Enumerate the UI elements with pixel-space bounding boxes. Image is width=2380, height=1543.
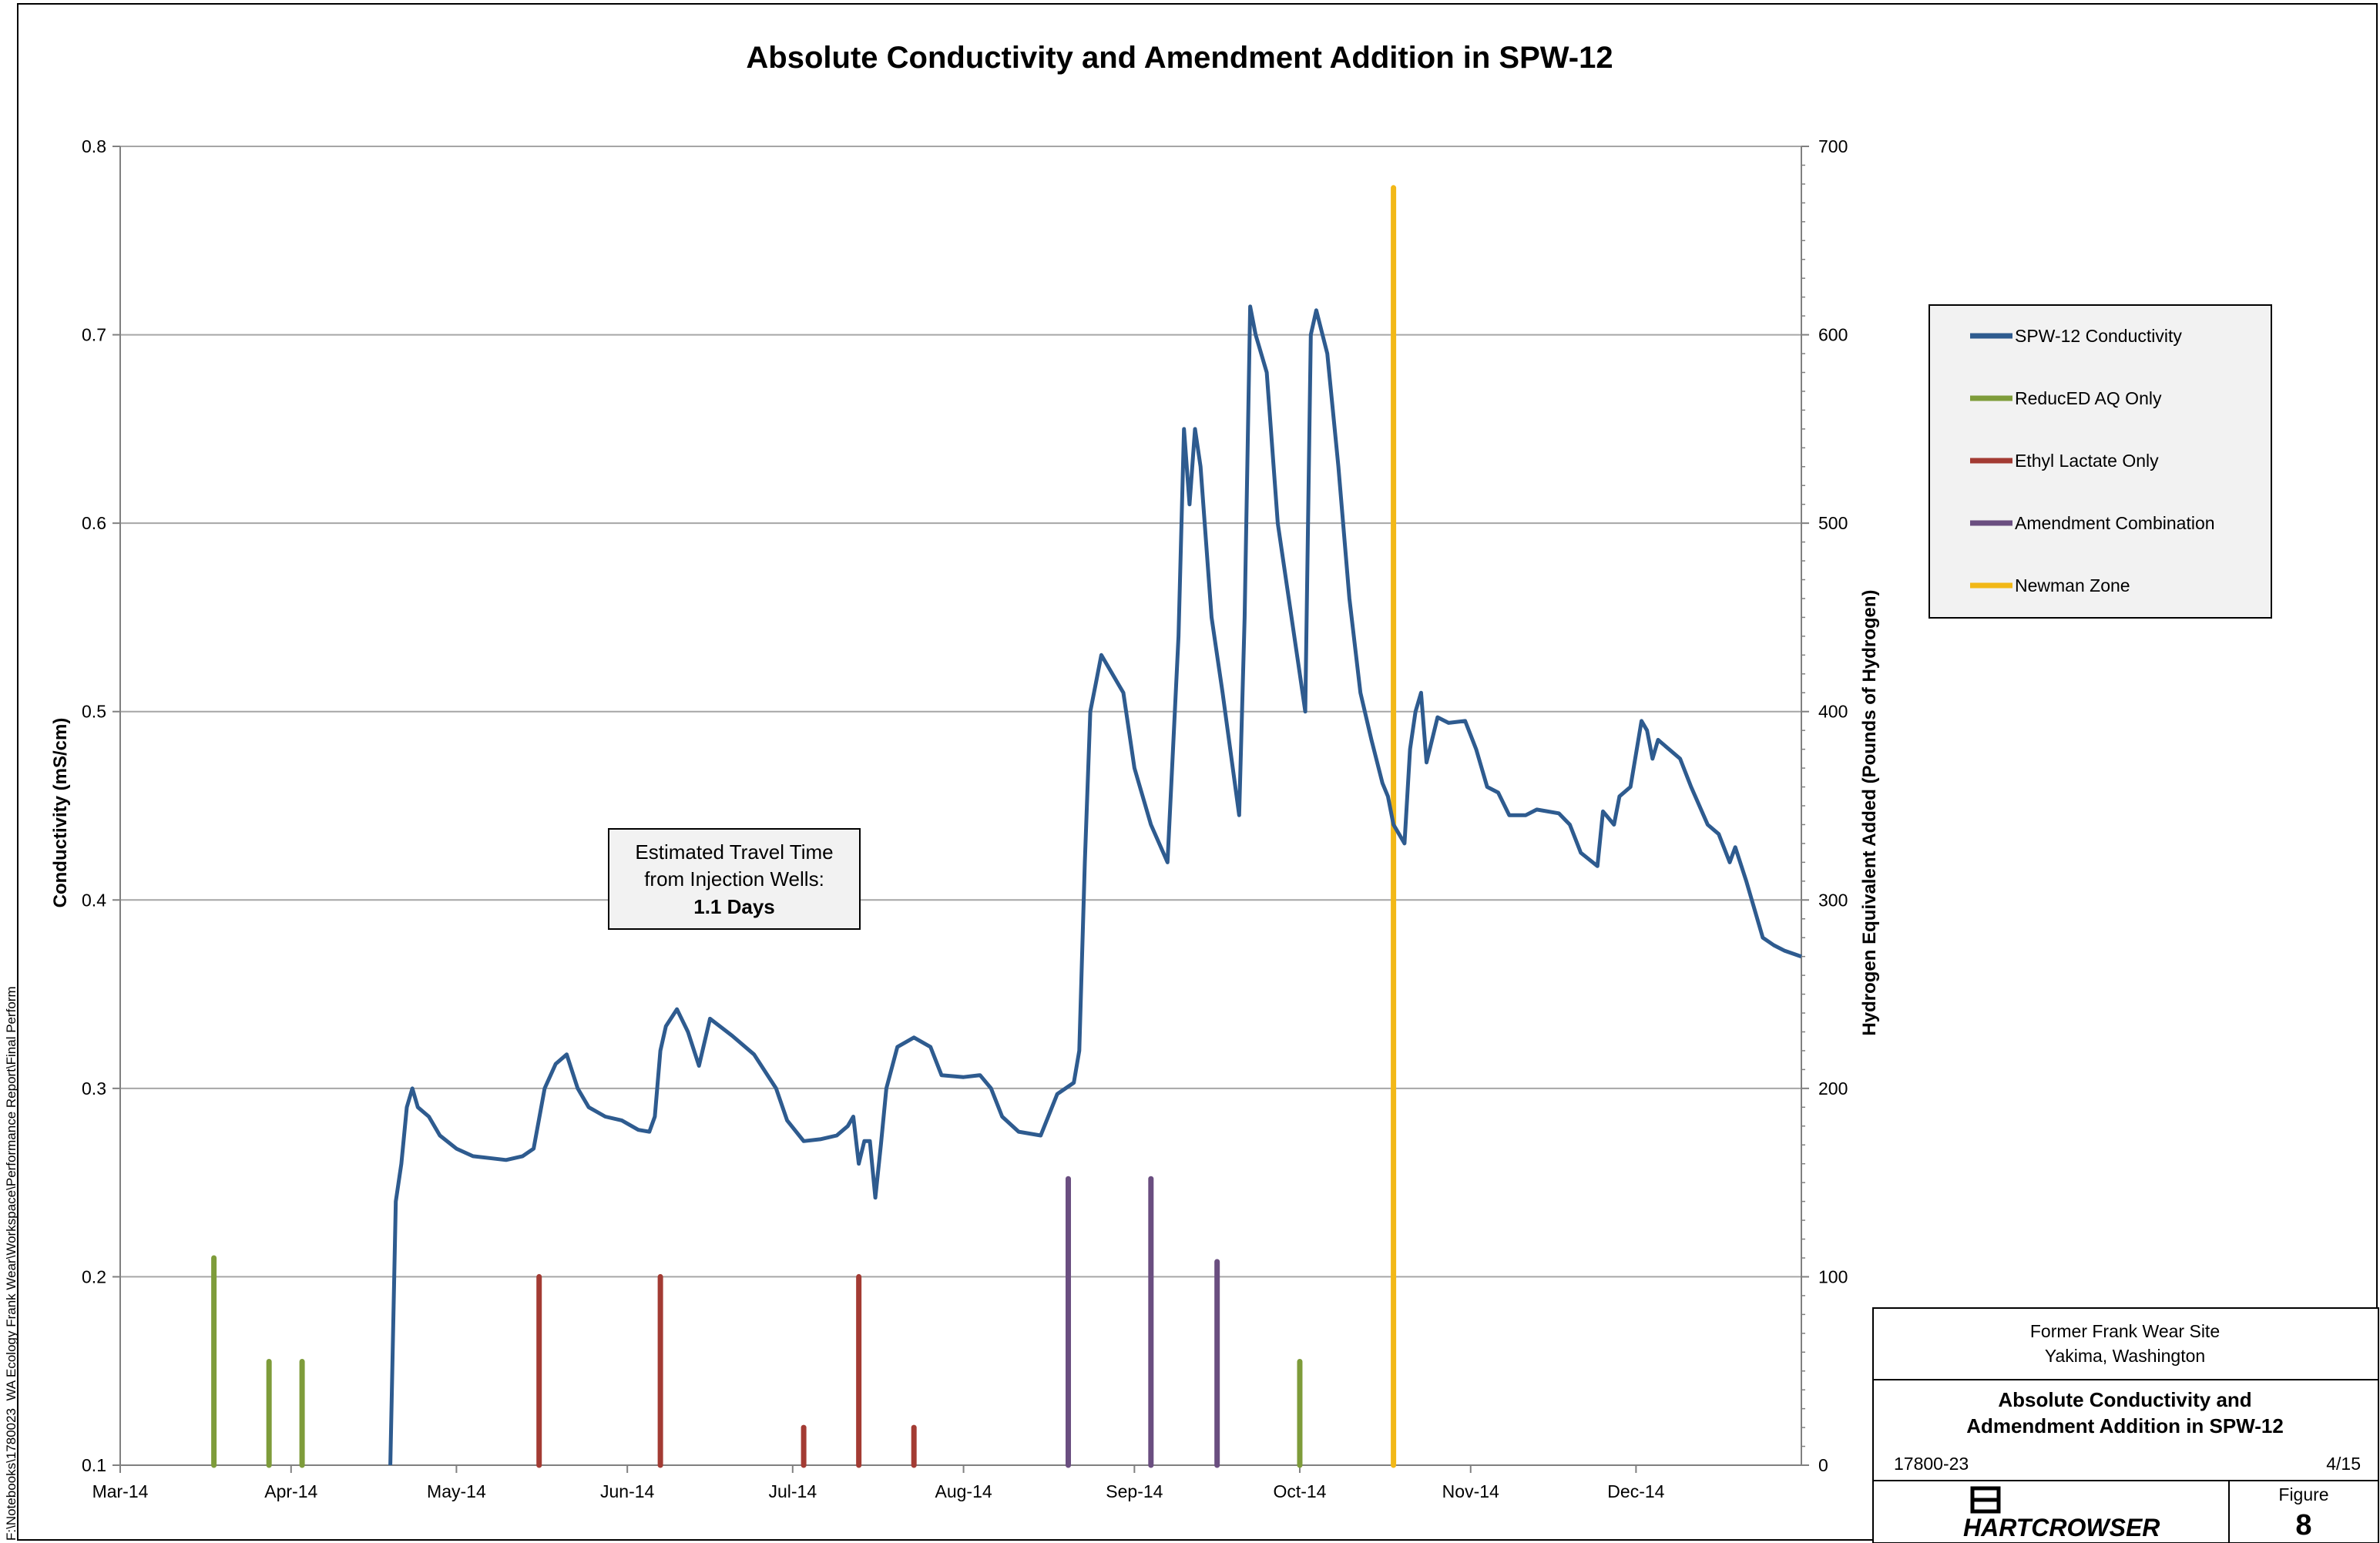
legend: SPW-12 Conductivity ReducED AQ Only Ethyl … bbox=[1929, 304, 2272, 619]
legend-label: Amendment Combination bbox=[2015, 513, 2215, 533]
y-tick-label: 0.3 bbox=[82, 1078, 106, 1099]
note-line-3: 1.1 Days bbox=[693, 895, 775, 918]
note-line-2: from Injection Wells: bbox=[644, 867, 824, 891]
y-tick-label: 0.7 bbox=[82, 325, 106, 345]
y2-tick-label: 500 bbox=[1818, 513, 1848, 533]
x-tick-label: Jul-14 bbox=[768, 1481, 817, 1501]
x-tick-label: Dec-14 bbox=[1607, 1481, 1664, 1501]
x-tick-label: Aug-14 bbox=[935, 1481, 992, 1501]
figure-label: Figure bbox=[2278, 1484, 2328, 1504]
hartcrowser-logo: HARTCROWSER bbox=[1963, 1486, 2160, 1541]
x-tick-label: May-14 bbox=[427, 1481, 486, 1501]
gridlines bbox=[120, 146, 1801, 1278]
note-line-1: Estimated Travel Time bbox=[635, 840, 833, 864]
title-block-frame bbox=[1872, 1307, 2379, 1543]
y2-tick-label: 0 bbox=[1818, 1455, 1828, 1475]
y2-tick-label: 100 bbox=[1818, 1266, 1848, 1286]
x-tick-label: Jun-14 bbox=[600, 1481, 655, 1501]
conductivity-series bbox=[388, 304, 1802, 1466]
figure-title-line-1: Absolute Conductivity and bbox=[1998, 1388, 2251, 1411]
tick-labels: 0.1 0.2 0.3 0.4 0.5 0.6 0.7 0.8 0 100 200 300 400 500… bbox=[82, 136, 1848, 1501]
y-tick-label: 0.1 bbox=[82, 1455, 106, 1475]
company-name: HARTCROWSER bbox=[1963, 1514, 2160, 1541]
x-tick-label: Sep-14 bbox=[1106, 1481, 1163, 1501]
figure-border bbox=[17, 3, 2378, 1541]
legend-label: ReducED AQ Only bbox=[2015, 388, 2162, 408]
y2-tick-label: 200 bbox=[1818, 1078, 1848, 1099]
y2-tick-label: 700 bbox=[1818, 136, 1848, 156]
y-tick-label: 0.8 bbox=[82, 136, 106, 156]
legend-label: Newman Zone bbox=[2015, 575, 2130, 595]
x-tick-label: Nov-14 bbox=[1442, 1481, 1499, 1501]
chart-title: Absolute Conductivity and Amendment Addi… bbox=[746, 41, 1613, 75]
x-tick-label: Mar-14 bbox=[92, 1481, 149, 1501]
file-path: F:\Notebooks\1780023_WA Ecology Frank We… bbox=[4, 986, 18, 1541]
figure-number: 8 bbox=[2295, 1509, 2311, 1541]
amendment-bars bbox=[211, 185, 1397, 1468]
y2-tick-label: 300 bbox=[1818, 890, 1848, 910]
y-axis-title: Conductivity (mS/cm) bbox=[50, 718, 71, 908]
project-number: 17800-23 bbox=[1894, 1454, 1969, 1474]
title-block: Former Frank Wear Site Yakima, Washingto… bbox=[1872, 1307, 2379, 1543]
conductivity-line bbox=[388, 304, 1802, 1466]
axes bbox=[112, 146, 1809, 1473]
legend-label: Ethyl Lactate Only bbox=[2015, 451, 2159, 471]
site-location: Yakima, Washington bbox=[2045, 1346, 2205, 1366]
legend-label: SPW-12 Conductivity bbox=[2015, 326, 2182, 346]
y-tick-label: 0.5 bbox=[82, 702, 106, 722]
note-box bbox=[608, 828, 861, 930]
x-tick-label: Apr-14 bbox=[264, 1481, 317, 1501]
y-tick-label: 0.4 bbox=[82, 890, 106, 910]
y2-tick-label: 400 bbox=[1818, 702, 1848, 722]
site-name: Former Frank Wear Site bbox=[2030, 1321, 2220, 1341]
y2-tick-label: 600 bbox=[1818, 325, 1848, 345]
y2-axis-title: Hydrogen Equivalent Added (Pounds of Hyd… bbox=[1859, 589, 1880, 1035]
travel-time-note: Estimated Travel Time from Injection Wel… bbox=[608, 828, 861, 930]
y-tick-label: 0.6 bbox=[82, 513, 106, 533]
figure-title-line-2: Admendment Addition in SPW-12 bbox=[1966, 1414, 2284, 1437]
y-tick-label: 0.2 bbox=[82, 1266, 106, 1286]
figure-date: 4/15 bbox=[2326, 1454, 2361, 1474]
x-tick-label: Oct-14 bbox=[1273, 1481, 1326, 1501]
